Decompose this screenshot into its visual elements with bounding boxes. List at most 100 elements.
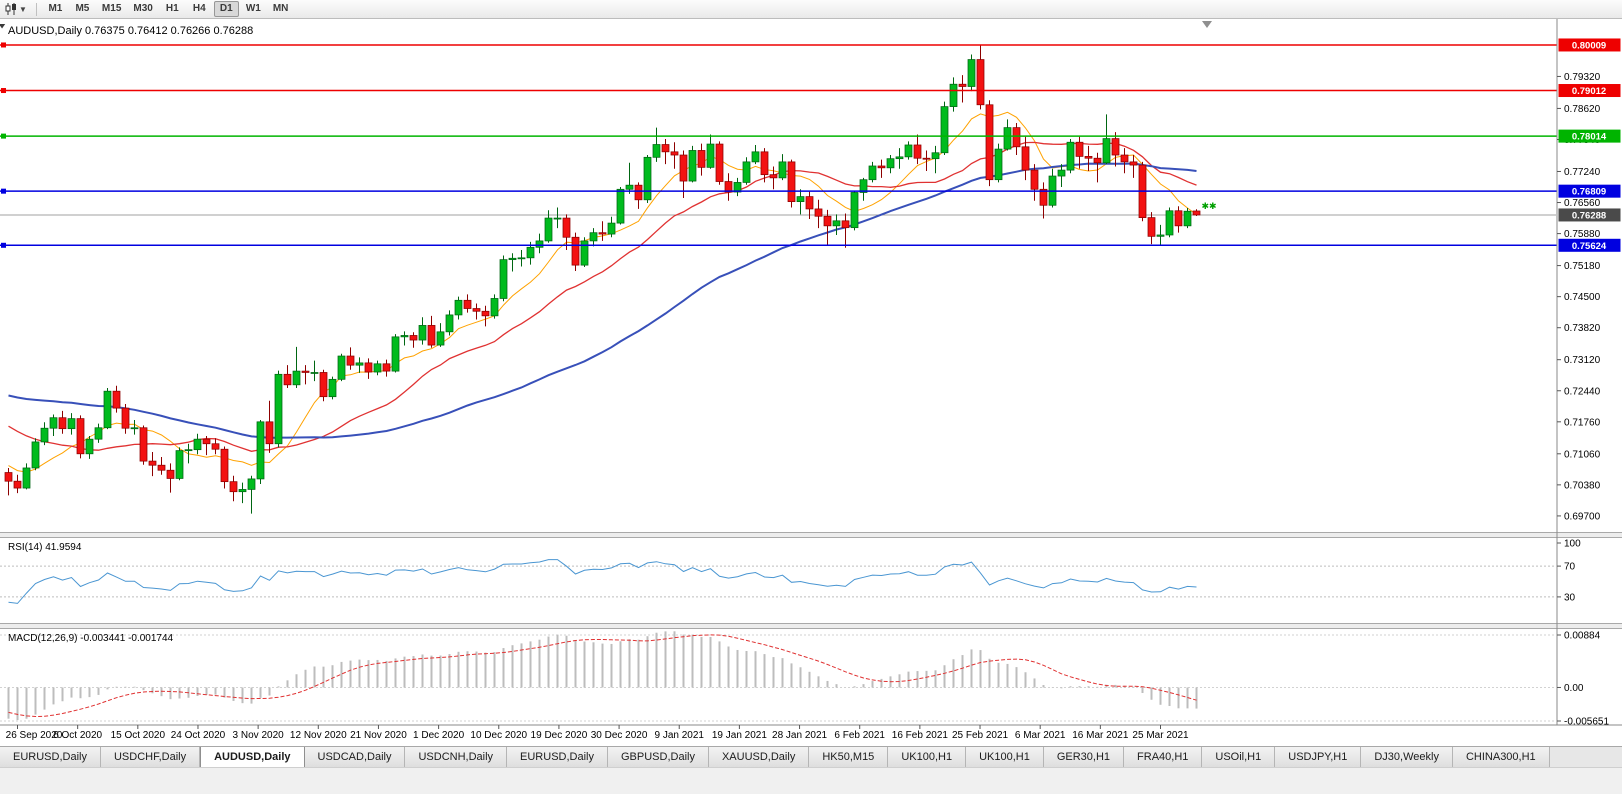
svg-text:0.76560: 0.76560: [1564, 198, 1601, 209]
svg-text:10 Dec 2020: 10 Dec 2020: [470, 730, 527, 741]
timeframe-buttons: M1 M5 M15 M30 H1 H4 D1 W1 MN: [42, 1, 294, 17]
audusd-daily-chart[interactable]: ✱✱0.793200.786200.779400.772400.765600.7…: [0, 19, 1622, 746]
chart-tab-hk50-m15[interactable]: HK50,M15: [809, 747, 889, 767]
chart-tab-usdjpy-h1[interactable]: USDJPY,H1: [1275, 747, 1362, 767]
timeframe-button-h4[interactable]: H4: [187, 1, 212, 17]
chart-tab-xauusd-daily[interactable]: XAUUSD,Daily: [708, 747, 810, 767]
chart-tab-eurusd-daily[interactable]: EURUSD,Daily: [0, 747, 101, 767]
svg-text:0.77240: 0.77240: [1564, 167, 1601, 178]
svg-text:19 Jan 2021: 19 Jan 2021: [712, 730, 767, 741]
chart-area[interactable]: ✱✱0.793200.786200.779400.772400.765600.7…: [0, 19, 1622, 746]
chart-tab-usoil-h1[interactable]: USOil,H1: [1202, 747, 1276, 767]
timeframe-button-m1[interactable]: M1: [43, 1, 68, 17]
level-line-anchor[interactable]: [1, 188, 6, 194]
svg-text:0.75880: 0.75880: [1564, 229, 1601, 240]
status-bar: [0, 767, 1622, 794]
svg-text:0.78620: 0.78620: [1564, 104, 1601, 115]
chart-tab-eurusd-daily[interactable]: EURUSD,Daily: [507, 747, 608, 767]
svg-text:3 Nov 2020: 3 Nov 2020: [233, 730, 285, 741]
svg-text:0.70380: 0.70380: [1564, 480, 1601, 491]
chart-background[interactable]: [0, 19, 1622, 746]
pane-separator-macd[interactable]: [0, 623, 1622, 629]
svg-text:0.74500: 0.74500: [1564, 292, 1601, 303]
chart-tab-uk100-h1[interactable]: UK100,H1: [966, 747, 1044, 767]
chevron-down-icon[interactable]: ▼: [19, 4, 27, 14]
current-price-tag: [1558, 208, 1621, 222]
chart-tab-dj30-weekly[interactable]: DJ30,Weekly: [1361, 747, 1453, 767]
svg-text:0.73120: 0.73120: [1564, 355, 1601, 366]
svg-text:0.76809: 0.76809: [1572, 187, 1606, 198]
macd-axis-label: 0.00884: [1564, 631, 1601, 642]
level-line-anchor[interactable]: [1, 42, 6, 48]
rsi-axis-label: 30: [1564, 592, 1576, 603]
svg-text:19 Dec 2020: 19 Dec 2020: [531, 730, 588, 741]
svg-text:0.78014: 0.78014: [1572, 132, 1607, 143]
price-tag-0.80009: [1558, 38, 1621, 52]
timeframe-button-m5[interactable]: M5: [70, 1, 95, 17]
svg-text:0.69700: 0.69700: [1564, 511, 1601, 522]
svg-text:25 Mar 2021: 25 Mar 2021: [1132, 730, 1189, 741]
chart-tabs: EURUSD,Daily USDCHF,Daily AUDUSD,Daily USDC…: [0, 746, 1622, 767]
chart-tab-gbpusd-daily[interactable]: GBPUSD,Daily: [608, 747, 709, 767]
svg-text:0.73820: 0.73820: [1564, 323, 1601, 334]
svg-text:0.71760: 0.71760: [1564, 417, 1601, 428]
timeframe-button-m15[interactable]: M15: [97, 1, 126, 17]
chart-tab-usdchf-daily[interactable]: USDCHF,Daily: [100, 747, 201, 767]
timeframe-button-h1[interactable]: H1: [160, 1, 185, 17]
svg-text:0.79012: 0.79012: [1572, 86, 1606, 97]
svg-text:26 Sep 2020: 26 Sep 2020: [6, 730, 63, 741]
chart-tab-audusd-daily[interactable]: AUDUSD,Daily: [200, 747, 305, 767]
price-tag-0.78014: [1558, 129, 1621, 143]
svg-text:0.80009: 0.80009: [1572, 40, 1606, 51]
toolbar-separator: [35, 2, 37, 16]
svg-text:25 Feb 2021: 25 Feb 2021: [952, 730, 1009, 741]
svg-text:9 Jan 2021: 9 Jan 2021: [654, 730, 704, 741]
chart-object-markers: ✱✱: [1202, 201, 1217, 211]
indicator-collapse-icon[interactable]: [0, 24, 6, 29]
chart-title-ohlc: AUDUSD,Daily 0.76375 0.76412 0.76266 0.7…: [8, 25, 253, 37]
timeframe-button-d1[interactable]: D1: [213, 1, 239, 17]
price-tag-0.79012: [1558, 84, 1621, 98]
svg-text:6 Feb 2021: 6 Feb 2021: [834, 730, 885, 741]
timeframe-button-mn[interactable]: MN: [268, 1, 294, 17]
macd-axis-label: -0.005651: [1564, 717, 1609, 728]
candlestick-chart-icon[interactable]: [4, 2, 18, 16]
svg-text:6 Oct 2020: 6 Oct 2020: [53, 730, 102, 741]
chart-tab-usdcad-daily[interactable]: USDCAD,Daily: [304, 747, 406, 767]
level-line-anchor[interactable]: [1, 133, 6, 139]
chart-shift-marker[interactable]: [1202, 21, 1212, 28]
chart-tab-fra40-h1[interactable]: FRA40,H1: [1124, 747, 1203, 767]
svg-text:0.72440: 0.72440: [1564, 386, 1601, 397]
svg-text:30 Dec 2020: 30 Dec 2020: [591, 730, 648, 741]
svg-text:16 Feb 2021: 16 Feb 2021: [892, 730, 949, 741]
svg-text:0.79320: 0.79320: [1564, 72, 1601, 83]
pane-separator-rsi[interactable]: [0, 532, 1622, 538]
svg-text:28 Jan 2021: 28 Jan 2021: [772, 730, 827, 741]
timeframe-button-m30[interactable]: M30: [128, 1, 157, 17]
svg-text:1 Dec 2020: 1 Dec 2020: [413, 730, 465, 741]
svg-text:0.75180: 0.75180: [1564, 261, 1601, 272]
chart-tab-ger30-h1[interactable]: GER30,H1: [1043, 747, 1125, 767]
price-tag-0.75624: [1558, 238, 1621, 252]
chart-tab-usdcnh-daily[interactable]: USDCNH,Daily: [405, 747, 508, 767]
candlesticks: [4, 45, 1201, 514]
rsi-line: [8, 559, 1197, 604]
timeframe-toolbar: ▼ M1 M5 M15 M30 H1 H4 D1 W1 MN: [0, 0, 1622, 19]
macd-signal-line: [8, 634, 1197, 718]
svg-text:12 Nov 2020: 12 Nov 2020: [290, 730, 347, 741]
chart-tab-uk100-h1[interactable]: UK100,H1: [888, 747, 967, 767]
price-tag-0.76809: [1558, 184, 1621, 198]
svg-text:6 Mar 2021: 6 Mar 2021: [1015, 730, 1066, 741]
svg-text:0.71060: 0.71060: [1564, 449, 1601, 460]
rsi-label: RSI(14) 41.9594: [8, 542, 82, 553]
level-lines: [0, 42, 1557, 248]
level-line-anchor[interactable]: [1, 88, 6, 94]
level-line-anchor[interactable]: [1, 242, 6, 248]
timeframe-button-w1[interactable]: W1: [241, 1, 266, 17]
svg-text:24 Oct 2020: 24 Oct 2020: [171, 730, 226, 741]
macd-axis-label: 0.00: [1564, 683, 1584, 694]
svg-text:21 Nov 2020: 21 Nov 2020: [350, 730, 407, 741]
chart-tab-china300-h1[interactable]: CHINA300,H1: [1452, 747, 1550, 767]
